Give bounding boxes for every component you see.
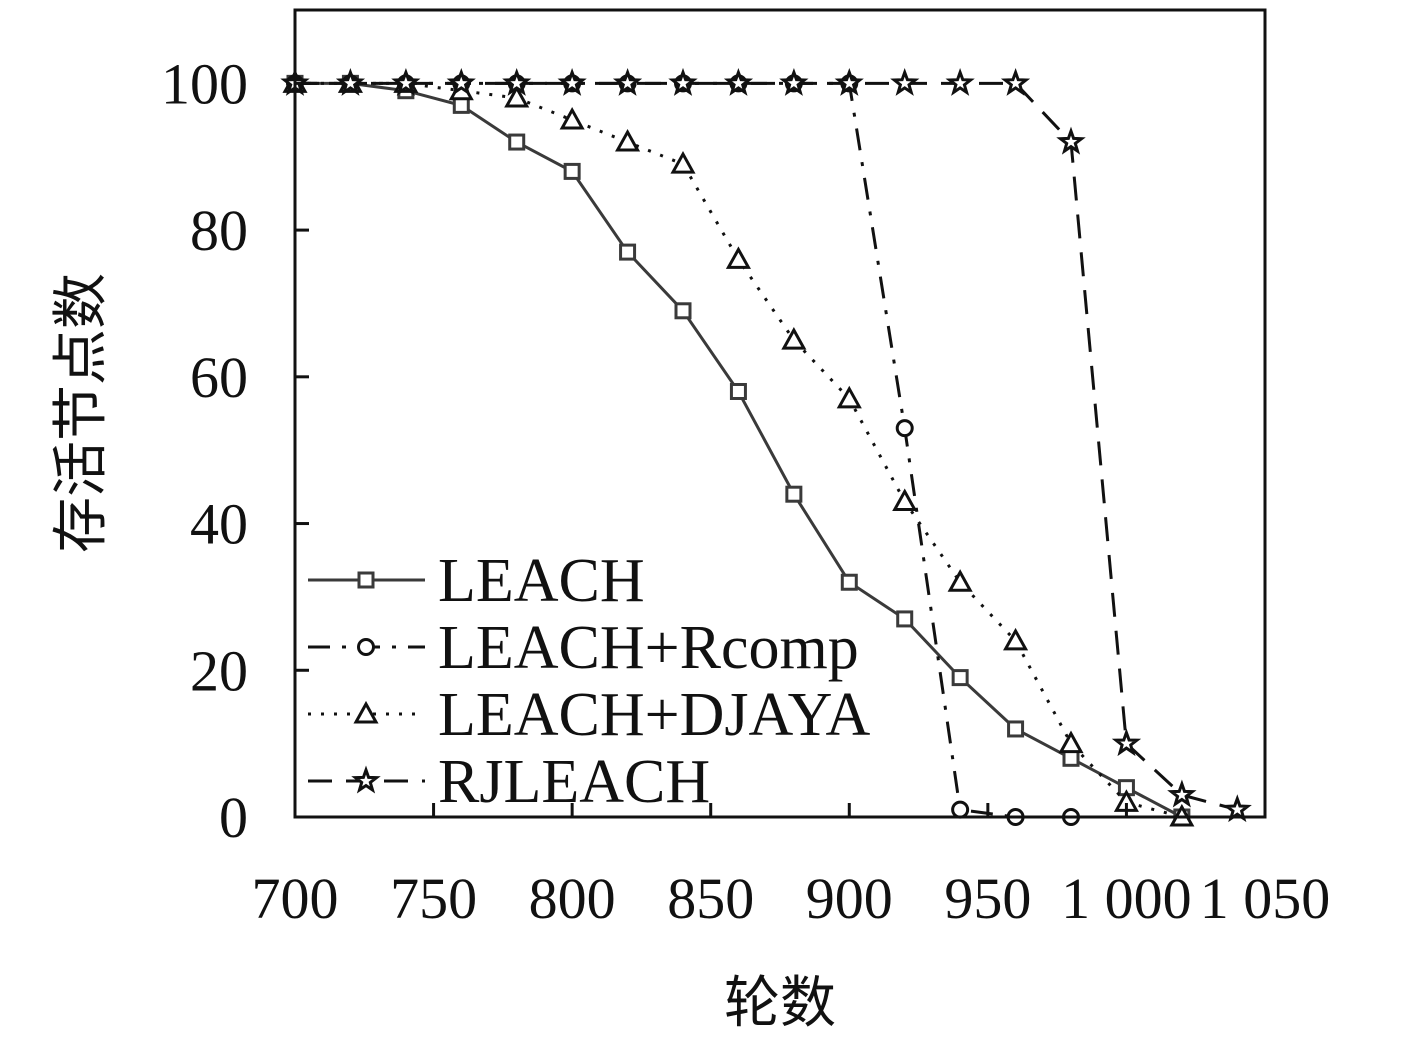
- legend-item: LEACH: [308, 547, 645, 615]
- data-point: [612, 68, 643, 96]
- x-tick-label: 1 000: [1061, 866, 1192, 931]
- legend-label: RJLEACH: [438, 748, 710, 816]
- x-tick-label: 750: [390, 866, 477, 931]
- y-tick-label: 40: [190, 492, 248, 557]
- data-point: [947, 569, 973, 592]
- data-point: [502, 68, 532, 96]
- series-line: [295, 81, 1238, 812]
- data-point: [615, 128, 641, 152]
- data-point: [840, 573, 858, 591]
- data-point: [563, 162, 581, 180]
- data-point: [834, 68, 864, 96]
- data-point: [335, 68, 366, 96]
- y-axis-title: 存活节点数: [49, 273, 114, 553]
- data-point: [951, 669, 969, 687]
- data-point: [674, 302, 692, 320]
- data-point: [1167, 779, 1197, 808]
- data-point: [504, 84, 530, 108]
- data-point: [895, 419, 914, 438]
- data-point: [725, 246, 751, 269]
- data-point: [781, 327, 807, 350]
- legend-item: LEACH+DJAYA: [308, 681, 871, 749]
- data-point: [1111, 728, 1142, 757]
- data-point: [945, 68, 975, 96]
- legend-label: LEACH: [438, 547, 645, 615]
- data-point: [668, 67, 698, 96]
- legend-label: LEACH+DJAYA: [438, 681, 871, 749]
- data-point: [452, 96, 470, 114]
- data-point: [890, 68, 920, 96]
- legend-label: LEACH+Rcomp: [438, 614, 859, 682]
- data-point: [836, 385, 862, 409]
- x-axis-title: 轮数: [724, 971, 836, 1036]
- data-point: [896, 610, 914, 628]
- data-point: [670, 150, 696, 174]
- data-point: [892, 488, 918, 512]
- y-tick-label: 20: [190, 638, 248, 703]
- axis-ticks: 700 750 800 850 900 950 1 000 1 050 0 20 40 60 80 100: [161, 51, 1330, 931]
- data-point: [1056, 126, 1086, 155]
- y-tick-label: 0: [219, 785, 248, 850]
- data-point: [723, 68, 754, 96]
- plot-area: [280, 67, 1252, 827]
- data-point: [1222, 794, 1252, 823]
- data-point: [779, 68, 809, 96]
- data-point: [1000, 68, 1031, 96]
- legend-marker: [353, 700, 379, 724]
- data-point: [619, 243, 637, 261]
- x-tick-label: 850: [667, 866, 754, 931]
- legend-item: LEACH+Rcomp: [308, 614, 859, 682]
- plot-frame: [293, 8, 1267, 819]
- legend-marker: [357, 638, 375, 656]
- data-point: [446, 68, 476, 96]
- data-point: [391, 68, 421, 96]
- data-point: [557, 68, 587, 96]
- data-point: [785, 485, 803, 503]
- data-point: [1058, 730, 1084, 754]
- x-tick-label: 800: [529, 866, 616, 931]
- data-point: [508, 133, 526, 151]
- legend-marker: [351, 765, 381, 794]
- y-tick-label: 60: [190, 345, 248, 410]
- x-tick-label: 900: [806, 866, 893, 931]
- data-point: [729, 382, 747, 400]
- data-point: [1003, 627, 1029, 651]
- x-tick-label: 1 050: [1200, 866, 1331, 931]
- legend-marker: [357, 571, 375, 589]
- y-tick-label: 80: [190, 198, 248, 263]
- data-point: [559, 106, 585, 130]
- data-point: [951, 800, 970, 819]
- legend-item: RJLEACH: [308, 748, 710, 816]
- data-point: [1007, 720, 1025, 738]
- x-tick-label: 950: [944, 866, 1031, 931]
- y-tick-label: 100: [161, 51, 248, 116]
- data-point: [1062, 749, 1080, 767]
- x-tick-label: 700: [252, 866, 339, 931]
